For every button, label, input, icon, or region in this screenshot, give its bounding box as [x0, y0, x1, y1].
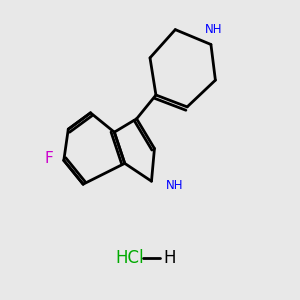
Text: H: H: [163, 250, 176, 268]
Text: NH: NH: [205, 23, 222, 36]
Text: NH: NH: [166, 179, 184, 192]
Text: F: F: [45, 152, 53, 166]
Text: HCl: HCl: [115, 250, 143, 268]
